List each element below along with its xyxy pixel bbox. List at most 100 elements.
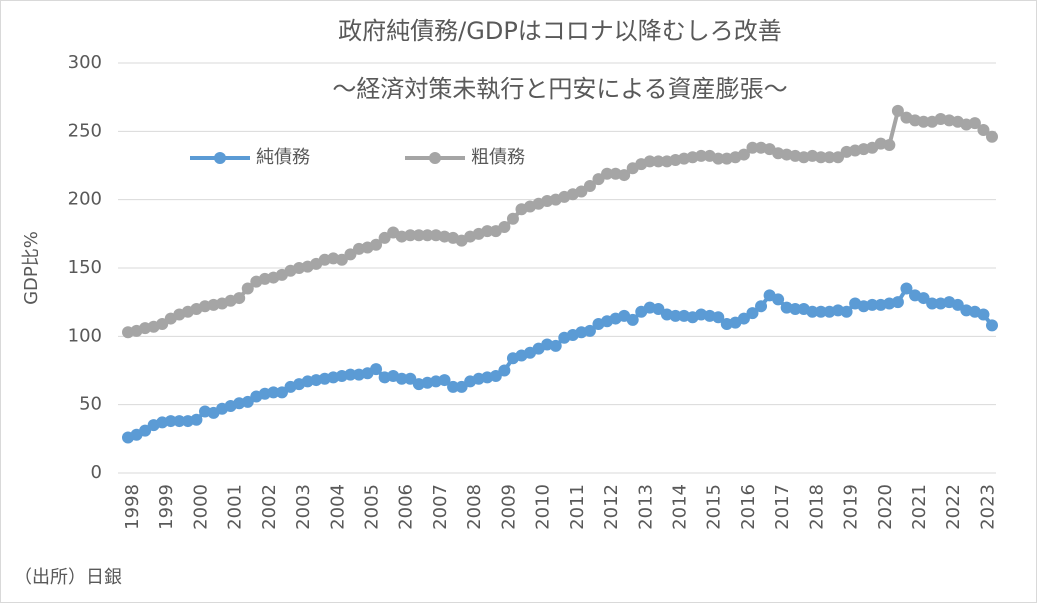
data-point (755, 300, 768, 313)
data-point (498, 221, 511, 233)
data-point (455, 380, 468, 393)
legend-marker (429, 152, 441, 164)
y-tick-label: 150 (68, 257, 102, 278)
data-point (746, 307, 759, 320)
data-point (917, 115, 930, 128)
data-point (814, 305, 827, 318)
data-point (139, 424, 152, 437)
data-point (575, 185, 588, 198)
data-point (746, 141, 759, 154)
x-tick-label: 2004 (327, 484, 348, 530)
x-tick-label: 2008 (464, 484, 485, 530)
x-tick-label: 2005 (362, 484, 383, 530)
data-point (891, 296, 904, 309)
data-point (643, 155, 656, 168)
data-point (652, 303, 665, 315)
legend-label: 粗債務 (471, 147, 525, 168)
data-point (583, 324, 596, 337)
data-point (378, 231, 391, 244)
x-tick-label: 2013 (635, 484, 656, 530)
data-point (977, 123, 990, 136)
data-point (891, 104, 904, 117)
data-point (241, 282, 254, 295)
data-point (344, 368, 357, 381)
y-tick-label: 50 (79, 394, 102, 415)
data-point (926, 297, 939, 310)
x-tick-label: 2014 (669, 484, 690, 530)
data-point (549, 339, 562, 352)
data-point (412, 229, 425, 242)
source-note: （出所）日銀 (14, 567, 122, 588)
data-point (669, 309, 682, 322)
data-point (951, 298, 964, 311)
data-point (481, 225, 494, 238)
data-point (883, 139, 896, 151)
x-tick-label: 2010 (533, 484, 554, 530)
data-point (986, 319, 998, 332)
x-tick-label: 2015 (704, 484, 725, 530)
data-point (447, 380, 460, 393)
data-point (840, 305, 853, 318)
data-point (618, 169, 631, 182)
data-point (823, 151, 836, 164)
x-tick-label: 2022 (943, 484, 964, 530)
x-tick-label: 2007 (430, 484, 451, 530)
x-tick-label: 2019 (841, 484, 862, 530)
data-point (344, 248, 357, 261)
data-point (156, 318, 169, 331)
data-point (267, 386, 280, 399)
y-tick-label: 100 (68, 325, 102, 346)
data-point (968, 117, 981, 130)
y-tick-label: 250 (68, 120, 102, 141)
data-point (498, 364, 511, 377)
data-point (438, 374, 451, 387)
data-point (900, 282, 913, 295)
data-point (164, 415, 177, 428)
x-tick-label: 2018 (806, 484, 827, 530)
data-point (737, 312, 750, 325)
data-point (404, 229, 417, 242)
x-tick-label: 2003 (293, 484, 314, 530)
legend-label: 純債務 (256, 147, 310, 168)
x-tick-label: 2020 (875, 484, 896, 530)
data-point (233, 292, 246, 305)
data-point (335, 253, 348, 266)
legend-marker (214, 152, 226, 164)
data-point (370, 238, 383, 251)
data-point (506, 212, 519, 225)
data-point (806, 305, 819, 318)
x-tick-label: 2001 (225, 484, 246, 530)
data-point (772, 293, 785, 306)
x-tick-label: 2002 (259, 484, 280, 530)
data-point (814, 151, 827, 164)
data-point (395, 372, 408, 385)
x-tick-label: 2017 (772, 484, 793, 530)
data-point (404, 372, 417, 385)
data-point (977, 308, 990, 321)
data-point (652, 155, 665, 168)
data-point (489, 369, 502, 382)
y-axis-label: GDP比% (21, 231, 42, 305)
x-tick-label: 1999 (156, 484, 177, 530)
data-point (917, 292, 930, 305)
data-point (986, 130, 998, 143)
chart-title: 政府純債務/GDPはコロナ以降むしろ改善 (338, 17, 782, 45)
data-point (173, 415, 186, 428)
data-point (241, 395, 254, 408)
x-tick-label: 2021 (909, 484, 930, 530)
data-point (712, 311, 725, 324)
data-point (592, 173, 605, 186)
x-tick-label: 2012 (601, 484, 622, 530)
x-tick-label: 2009 (498, 484, 519, 530)
x-tick-label: 1998 (122, 484, 143, 530)
data-point (626, 313, 639, 326)
data-point (789, 303, 802, 315)
x-tick-label: 2006 (396, 484, 417, 530)
data-point (601, 167, 614, 180)
data-point (695, 149, 708, 162)
data-point (275, 386, 288, 399)
data-point (190, 413, 203, 426)
chart-subtitle: ～経済対策未執行と円安による資産膨張～ (332, 75, 787, 103)
x-tick-label: 2023 (977, 484, 998, 530)
